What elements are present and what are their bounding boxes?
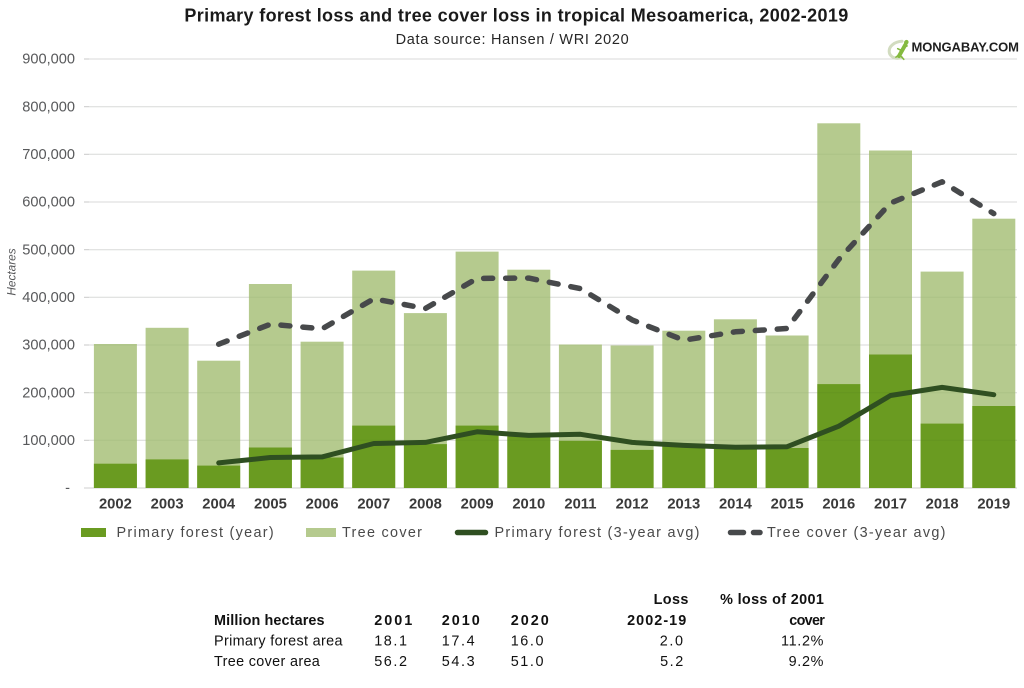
svg-text:2010: 2010: [442, 613, 482, 629]
svg-text:2005: 2005: [254, 497, 287, 513]
svg-text:16.0: 16.0: [511, 634, 545, 650]
svg-text:2011: 2011: [564, 497, 596, 513]
svg-text:cover: cover: [789, 613, 825, 629]
svg-text:2008: 2008: [409, 497, 442, 513]
svg-text:51.0: 51.0: [511, 654, 545, 670]
svg-text:900,000: 900,000: [22, 52, 75, 68]
svg-text:2018: 2018: [926, 497, 959, 513]
svg-text:Primary forest loss and tree c: Primary forest loss and tree cover loss …: [184, 5, 848, 25]
svg-text:600,000: 600,000: [22, 195, 75, 211]
svg-text:2019: 2019: [977, 497, 1010, 513]
svg-text:2006: 2006: [306, 497, 339, 513]
svg-text:Million hectares: Million hectares: [214, 613, 325, 629]
svg-text:2020: 2020: [511, 613, 551, 629]
svg-text:2013: 2013: [667, 497, 700, 513]
svg-text:2014: 2014: [719, 497, 753, 513]
svg-text:400,000: 400,000: [22, 290, 75, 306]
svg-text:56.2: 56.2: [374, 654, 408, 670]
svg-text:2002-19: 2002-19: [627, 613, 687, 629]
svg-text:2016: 2016: [822, 497, 855, 513]
svg-text:-: -: [65, 481, 70, 497]
svg-text:18.1: 18.1: [374, 634, 408, 650]
svg-text:2007: 2007: [357, 497, 390, 513]
svg-text:Primary forest (year): Primary forest (year): [117, 525, 275, 541]
svg-text:54.3: 54.3: [442, 654, 476, 670]
svg-text:Tree cover: Tree cover: [342, 525, 423, 541]
svg-text:2009: 2009: [461, 497, 494, 513]
svg-text:2.0: 2.0: [660, 634, 685, 650]
svg-text:Hectares: Hectares: [4, 248, 18, 295]
svg-text:300,000: 300,000: [22, 338, 75, 354]
svg-text:% loss of 2001: % loss of 2001: [720, 592, 824, 608]
svg-text:2002: 2002: [99, 497, 132, 513]
svg-text:500,000: 500,000: [22, 242, 75, 258]
svg-text:17.4: 17.4: [442, 634, 476, 650]
svg-text:11.2%: 11.2%: [781, 634, 824, 650]
svg-text:2004: 2004: [202, 497, 236, 513]
svg-text:100,000: 100,000: [22, 433, 75, 449]
svg-text:Tree cover (3-year avg): Tree cover (3-year avg): [767, 525, 947, 541]
svg-text:Primary forest (3-year avg): Primary forest (3-year avg): [495, 525, 701, 541]
svg-text:9.2%: 9.2%: [789, 654, 825, 670]
svg-text:2017: 2017: [874, 497, 907, 513]
svg-text:MONGABAY.COM: MONGABAY.COM: [912, 40, 1019, 55]
svg-text:5.2: 5.2: [660, 654, 685, 670]
svg-text:2012: 2012: [616, 497, 649, 513]
svg-text:Primary forest area: Primary forest area: [214, 634, 343, 650]
svg-text:2015: 2015: [771, 497, 804, 513]
svg-text:Data source: Hansen / WRI 2020: Data source: Hansen / WRI 2020: [396, 32, 630, 48]
svg-text:Loss: Loss: [654, 592, 689, 608]
svg-text:Tree cover area: Tree cover area: [214, 654, 320, 670]
svg-text:2010: 2010: [512, 497, 545, 513]
svg-text:200,000: 200,000: [22, 385, 75, 401]
svg-text:800,000: 800,000: [22, 99, 75, 115]
svg-text:700,000: 700,000: [22, 147, 75, 163]
svg-text:2001: 2001: [374, 613, 414, 629]
svg-text:2003: 2003: [151, 497, 184, 513]
